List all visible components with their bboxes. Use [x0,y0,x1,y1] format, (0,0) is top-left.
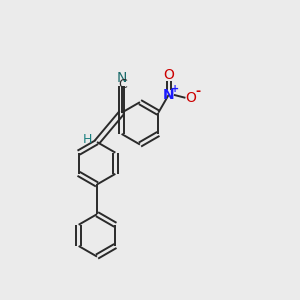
Text: C: C [118,78,127,91]
Text: N: N [163,88,174,102]
Text: +: + [171,84,179,94]
Text: H: H [83,133,92,146]
Text: N: N [117,71,128,85]
Text: O: O [185,91,196,105]
Text: -: - [196,85,201,98]
Text: O: O [163,68,174,82]
